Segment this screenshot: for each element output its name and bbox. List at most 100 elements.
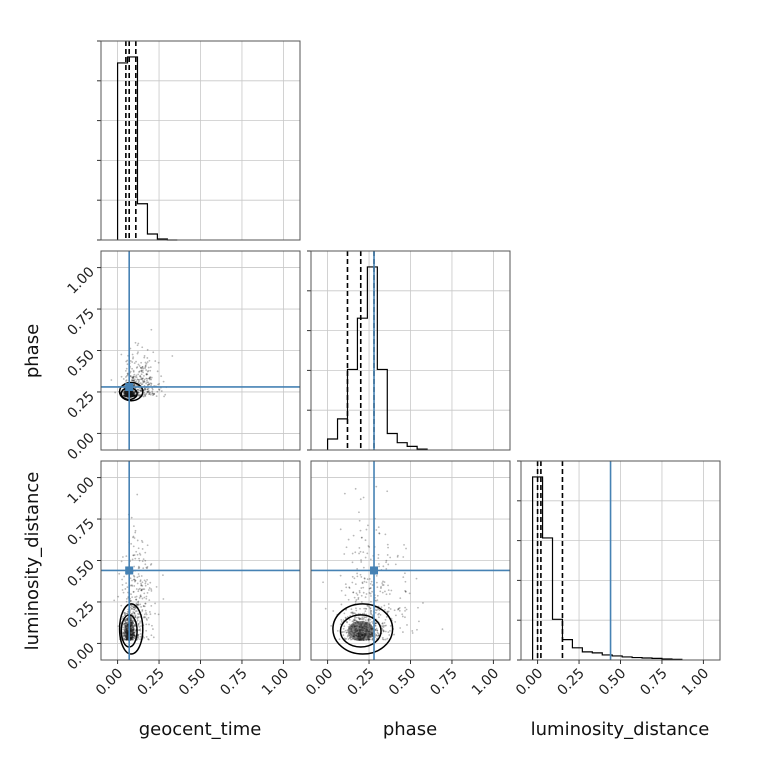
- scatter-point: [137, 634, 139, 637]
- scatter-point: [140, 589, 143, 591]
- scatter-point: [149, 391, 152, 394]
- scatter-point: [138, 597, 141, 599]
- scatter-point: [137, 378, 140, 381]
- scatter-point: [142, 605, 145, 607]
- scatter-point: [370, 609, 372, 612]
- scatter-point: [164, 393, 167, 396]
- scatter-point: [132, 376, 134, 379]
- scatter-point: [137, 394, 140, 397]
- scatter-point: [367, 545, 370, 547]
- scatter-point: [137, 629, 140, 632]
- scatter-point: [361, 581, 364, 584]
- scatter-point: [355, 616, 358, 619]
- scatter-point: [375, 622, 378, 624]
- scatter-point: [144, 367, 146, 370]
- scatter-point: [370, 587, 372, 589]
- scatter-point: [144, 609, 147, 612]
- scatter-point: [402, 631, 404, 633]
- scatter-point: [363, 577, 366, 580]
- scatter-point: [402, 576, 405, 579]
- scatter-point: [367, 618, 370, 621]
- y-tick-label: 0.75: [64, 516, 97, 549]
- scatter-point: [139, 603, 142, 606]
- scatter-point: [114, 391, 117, 394]
- scatter-point: [147, 383, 150, 386]
- scatter-point: [369, 582, 372, 585]
- scatter-point: [378, 532, 381, 535]
- scatter-point: [143, 605, 146, 608]
- scatter-point: [377, 526, 380, 529]
- scatter-point: [150, 382, 153, 385]
- scatter-point: [368, 587, 371, 590]
- scatter-point: [422, 602, 424, 604]
- scatter-point: [160, 390, 163, 392]
- scatter-point: [131, 605, 134, 607]
- scatter-point: [146, 370, 149, 373]
- scatter-point: [136, 603, 139, 606]
- scatter-point: [145, 377, 148, 380]
- scatter-point: [134, 615, 137, 618]
- scatter-point: [359, 617, 362, 620]
- panel-border: [310, 250, 511, 451]
- scatter-point: [343, 612, 346, 615]
- scatter-point: [121, 589, 124, 591]
- scatter-point: [122, 626, 125, 629]
- scatter-point: [347, 598, 350, 601]
- scatter-point: [378, 565, 380, 568]
- scatter-point: [152, 636, 155, 639]
- scatter-point: [126, 617, 129, 620]
- scatter-point: [150, 604, 153, 607]
- scatter-point: [363, 607, 366, 610]
- scatter-point: [120, 604, 123, 607]
- scatter-point: [403, 572, 406, 575]
- scatter-point: [377, 563, 380, 565]
- x-axis-label-luminosity-distance: luminosity_distance: [531, 719, 710, 740]
- scatter-point: [382, 629, 385, 632]
- scatter-point: [122, 615, 124, 618]
- scatter-point: [133, 637, 135, 639]
- scatter-point: [353, 619, 356, 622]
- scatter-point: [135, 367, 138, 369]
- scatter-point: [349, 637, 351, 640]
- scatter-point: [122, 378, 125, 380]
- scatter-point: [364, 596, 367, 599]
- scatter-point: [361, 618, 364, 620]
- scatter-point: [379, 590, 382, 593]
- scatter-point: [110, 379, 113, 381]
- scatter-point: [144, 616, 147, 619]
- scatter-point: [149, 376, 152, 378]
- scatter-point: [122, 637, 125, 640]
- density-contour: [118, 381, 144, 402]
- scatter-point: [143, 378, 146, 381]
- scatter-point: [131, 612, 134, 615]
- scatter-point: [155, 395, 158, 398]
- scatter-point: [146, 383, 149, 386]
- scatter-point: [131, 376, 134, 379]
- scatter-point: [133, 635, 136, 638]
- scatter-point: [126, 359, 129, 362]
- scatter-point: [132, 622, 135, 625]
- scatter-point: [139, 629, 142, 632]
- scatter-point: [341, 631, 344, 633]
- scatter-point: [147, 369, 150, 372]
- scatter-point: [151, 388, 154, 391]
- scatter-point: [153, 392, 156, 395]
- scatter-point: [137, 389, 140, 392]
- scatter-point: [367, 604, 370, 607]
- scatter-point: [350, 611, 353, 614]
- scatter-point: [356, 572, 359, 575]
- scatter-point: [123, 575, 126, 578]
- scatter-point: [150, 563, 153, 565]
- scatter-point: [349, 636, 352, 639]
- scatter-point: [149, 613, 152, 616]
- scatter-point: [138, 371, 140, 373]
- scatter-point: [144, 388, 147, 391]
- scatter-point: [154, 612, 156, 615]
- scatter-point: [375, 634, 378, 636]
- scatter-point: [126, 586, 129, 589]
- scatter-point: [385, 567, 388, 570]
- scatter-point: [363, 577, 366, 579]
- scatter-point: [364, 539, 367, 542]
- scatter-point: [351, 552, 354, 555]
- scatter-point: [371, 590, 373, 593]
